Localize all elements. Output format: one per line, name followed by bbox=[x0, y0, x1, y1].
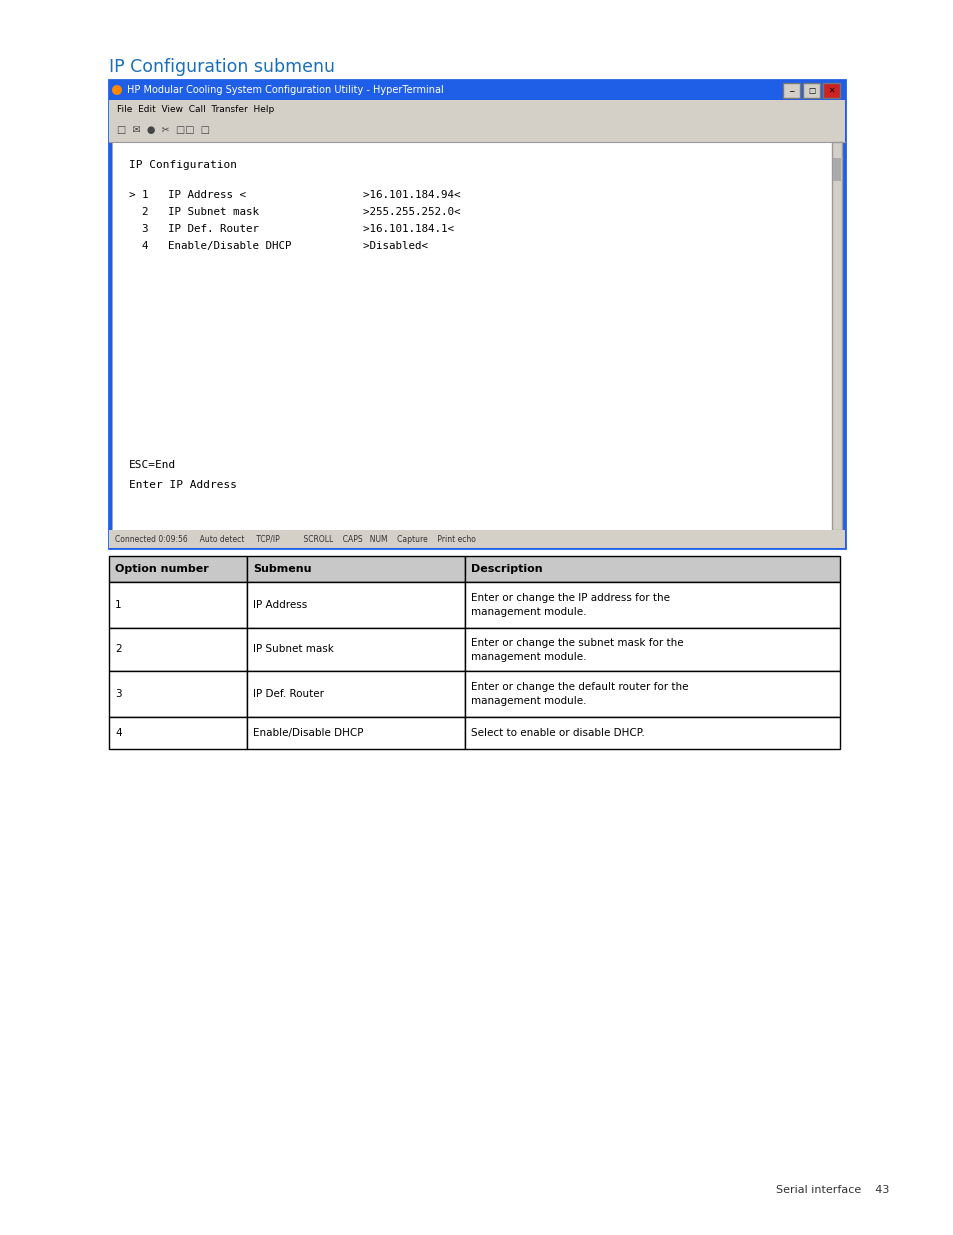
Text: Connected 0:09:56     Auto detect     TCP/IP          SCROLL    CAPS   NUM    Ca: Connected 0:09:56 Auto detect TCP/IP SCR… bbox=[115, 535, 476, 543]
Bar bbox=[464, 629, 840, 671]
Bar bbox=[109, 556, 247, 582]
Bar bbox=[464, 582, 840, 629]
Bar bbox=[109, 629, 247, 671]
Bar bbox=[832, 158, 841, 180]
Bar bbox=[782, 83, 800, 98]
Text: > 1   IP Address <                  >16.101.184.94<: > 1 IP Address < >16.101.184.94< bbox=[129, 190, 460, 200]
Text: management module.: management module. bbox=[471, 652, 586, 662]
Bar bbox=[112, 142, 833, 530]
Text: Enter or change the default router for the: Enter or change the default router for t… bbox=[471, 682, 688, 692]
Text: 4   Enable/Disable DHCP           >Disabled<: 4 Enable/Disable DHCP >Disabled< bbox=[129, 241, 428, 251]
Text: management module.: management module. bbox=[471, 606, 586, 618]
Text: 1: 1 bbox=[115, 600, 121, 610]
Bar bbox=[247, 556, 464, 582]
Text: Serial interface    43: Serial interface 43 bbox=[775, 1186, 888, 1195]
Text: 2   IP Subnet mask                >255.255.252.0<: 2 IP Subnet mask >255.255.252.0< bbox=[129, 207, 460, 217]
Text: □  ✉  ●  ✂  □□  □: □ ✉ ● ✂ □□ □ bbox=[117, 125, 210, 135]
Bar bbox=[247, 629, 464, 671]
Text: 3: 3 bbox=[115, 689, 121, 699]
Text: File  Edit  View  Call  Transfer  Help: File Edit View Call Transfer Help bbox=[117, 105, 274, 114]
Text: management module.: management module. bbox=[471, 697, 586, 706]
Text: Description: Description bbox=[471, 564, 542, 574]
Text: ─: ─ bbox=[788, 86, 793, 95]
Bar bbox=[109, 718, 247, 748]
Bar bbox=[109, 530, 844, 548]
Text: ESC=End: ESC=End bbox=[129, 459, 176, 471]
Text: Enable/Disable DHCP: Enable/Disable DHCP bbox=[253, 727, 363, 739]
Bar bbox=[109, 80, 844, 548]
Bar bbox=[822, 83, 840, 98]
Text: 2: 2 bbox=[115, 645, 121, 655]
Text: IP Address: IP Address bbox=[253, 600, 307, 610]
Text: HP Modular Cooling System Configuration Utility - HyperTerminal: HP Modular Cooling System Configuration … bbox=[127, 85, 443, 95]
Text: IP Configuration submenu: IP Configuration submenu bbox=[109, 58, 335, 77]
Bar bbox=[464, 718, 840, 748]
Bar bbox=[464, 671, 840, 718]
Text: □: □ bbox=[807, 86, 814, 95]
Bar bbox=[831, 142, 841, 530]
Bar bbox=[247, 718, 464, 748]
Bar bbox=[802, 83, 820, 98]
Text: Submenu: Submenu bbox=[253, 564, 312, 574]
Text: Select to enable or disable DHCP.: Select to enable or disable DHCP. bbox=[471, 727, 644, 739]
Text: ✕: ✕ bbox=[827, 86, 834, 95]
Text: IP Def. Router: IP Def. Router bbox=[253, 689, 324, 699]
Bar bbox=[109, 582, 247, 629]
Text: 3   IP Def. Router                >16.101.184.1<: 3 IP Def. Router >16.101.184.1< bbox=[129, 224, 454, 233]
Circle shape bbox=[112, 85, 122, 95]
Text: Enter IP Address: Enter IP Address bbox=[129, 480, 236, 490]
Bar bbox=[109, 80, 844, 100]
Bar bbox=[247, 582, 464, 629]
Bar bbox=[464, 556, 840, 582]
Text: IP Subnet mask: IP Subnet mask bbox=[253, 645, 334, 655]
Text: Enter or change the IP address for the: Enter or change the IP address for the bbox=[471, 593, 669, 603]
Bar bbox=[247, 671, 464, 718]
Text: Option number: Option number bbox=[115, 564, 209, 574]
Bar bbox=[109, 671, 247, 718]
Bar bbox=[109, 100, 844, 119]
Text: 4: 4 bbox=[115, 727, 121, 739]
Bar bbox=[109, 119, 844, 142]
Text: IP Configuration: IP Configuration bbox=[129, 161, 236, 170]
Text: Enter or change the subnet mask for the: Enter or change the subnet mask for the bbox=[471, 637, 683, 647]
